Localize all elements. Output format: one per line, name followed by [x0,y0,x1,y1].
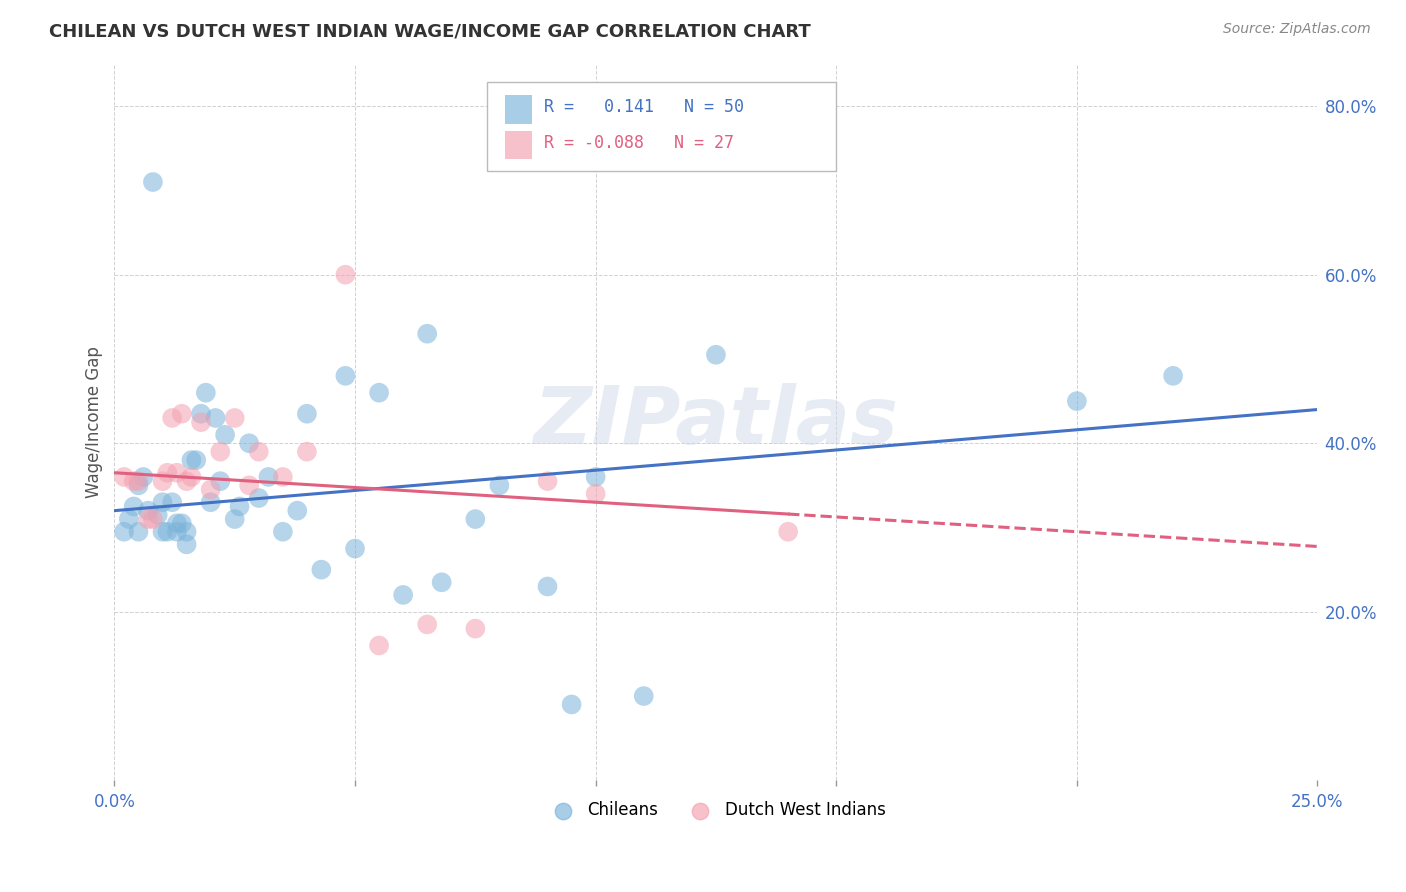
Bar [505,130,531,160]
Point [136,512,159,526]
Point [136,503,159,517]
Point [132,470,155,484]
Bar [505,95,531,123]
Point [633,689,655,703]
Point [166,516,188,531]
Point [142,512,165,526]
Point [295,407,318,421]
Point [344,541,367,556]
Point [257,470,280,484]
Text: ZIPatlas: ZIPatlas [533,384,898,461]
Point [190,407,212,421]
Point [112,524,135,539]
Text: R = -0.088   N = 27: R = -0.088 N = 27 [544,135,734,153]
Point [180,453,202,467]
Point [122,474,145,488]
Point [166,466,188,480]
FancyBboxPatch shape [488,82,837,171]
Point [1066,394,1088,409]
Point [224,512,246,526]
Point [209,474,232,488]
Point [194,385,217,400]
Point [464,622,486,636]
Point [585,470,607,484]
Point [214,427,236,442]
Point [112,470,135,484]
Point [561,698,583,712]
Point [127,474,149,488]
Point [160,411,183,425]
Point [152,524,174,539]
Point [166,524,188,539]
Point [186,453,208,467]
Point [271,524,294,539]
Point [1161,368,1184,383]
Point [488,478,510,492]
Point [238,436,260,450]
Point [536,580,558,594]
Point [176,537,198,551]
Point [204,411,226,425]
Text: CHILEAN VS DUTCH WEST INDIAN WAGE/INCOME GAP CORRELATION CHART: CHILEAN VS DUTCH WEST INDIAN WAGE/INCOME… [49,22,811,40]
Point [704,348,727,362]
Point [200,483,222,497]
Point [209,444,232,458]
Point [127,524,149,539]
Legend: Chileans, Dutch West Indians: Chileans, Dutch West Indians [540,795,893,826]
Point [311,563,333,577]
Point [152,495,174,509]
Point [170,407,193,421]
Point [271,470,294,484]
Point [156,466,179,480]
Point [228,500,250,514]
Text: R =   0.141   N = 50: R = 0.141 N = 50 [544,98,744,117]
Point [247,444,270,458]
Point [335,368,357,383]
Point [368,639,391,653]
Point [416,326,439,341]
Y-axis label: Wage/Income Gap: Wage/Income Gap [86,346,103,498]
Point [176,524,198,539]
Point [156,524,179,539]
Point [295,444,318,458]
Point [200,495,222,509]
Point [146,508,169,522]
Point [416,617,439,632]
Point [160,495,183,509]
Point [335,268,357,282]
Point [392,588,415,602]
Point [247,491,270,505]
Point [122,500,145,514]
Point [142,175,165,189]
Point [464,512,486,526]
Point [118,512,141,526]
Point [180,470,202,484]
Point [585,487,607,501]
Point [238,478,260,492]
Point [176,474,198,488]
Point [430,575,453,590]
Point [127,478,149,492]
Point [285,503,308,517]
Point [368,385,391,400]
Point [224,411,246,425]
Point [778,524,800,539]
Point [170,516,193,531]
Text: Source: ZipAtlas.com: Source: ZipAtlas.com [1223,22,1371,37]
Point [536,474,558,488]
Point [190,415,212,429]
Point [152,474,174,488]
